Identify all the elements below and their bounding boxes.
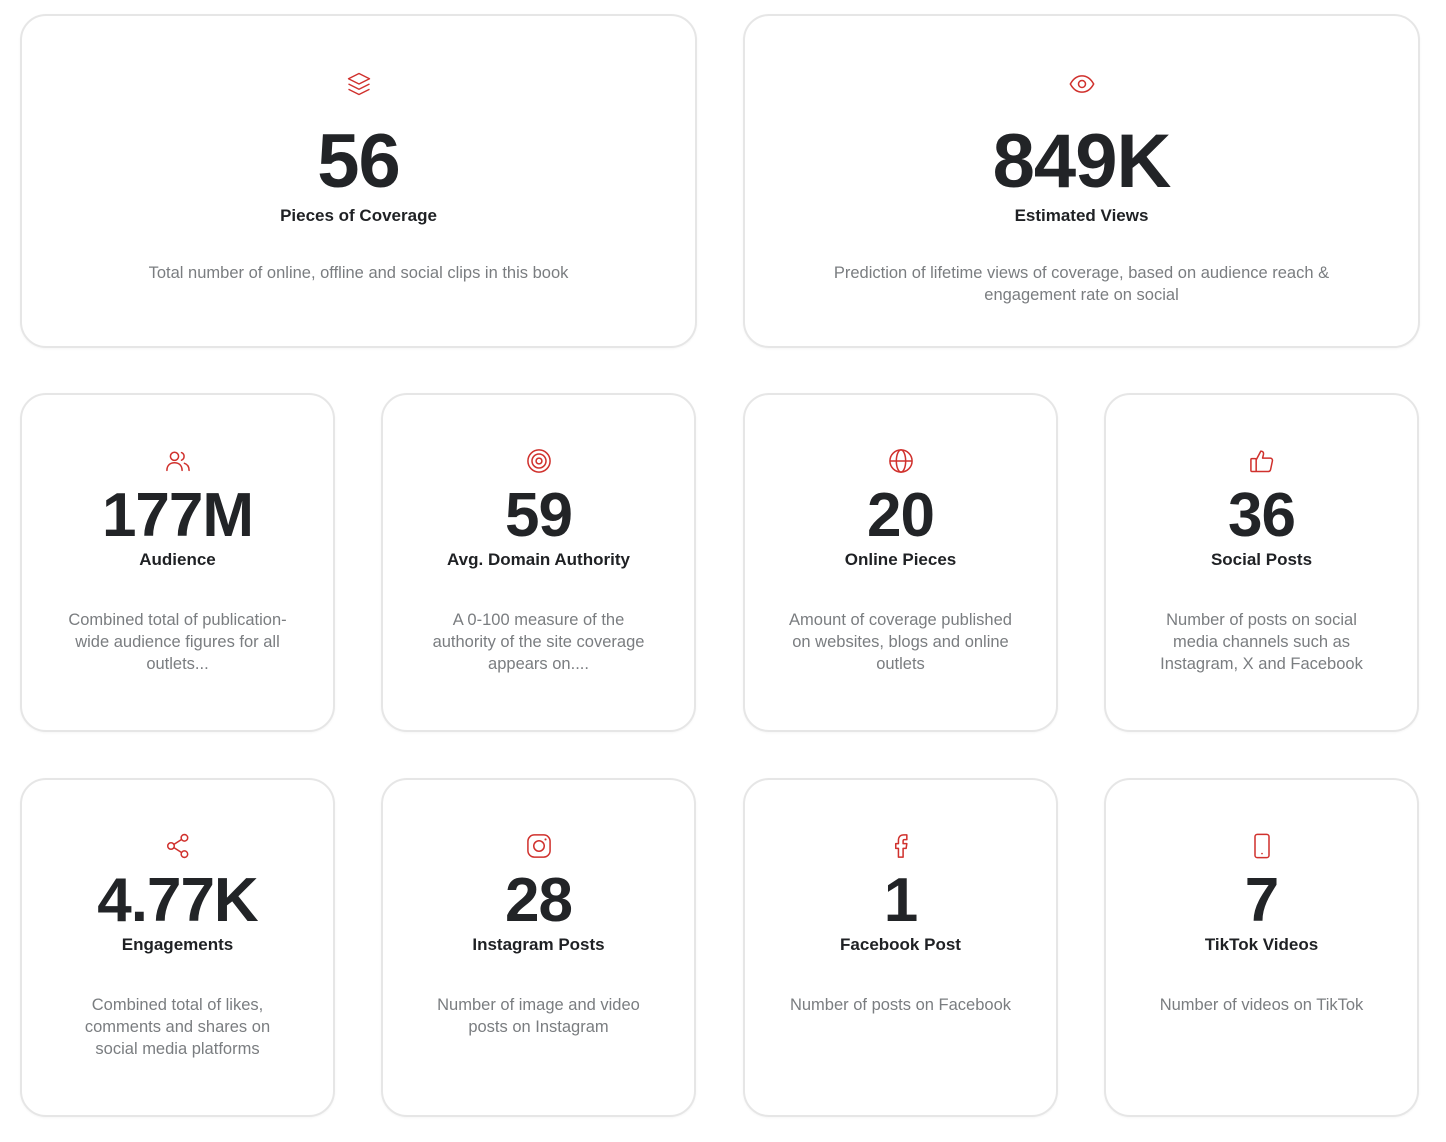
stat-value: 59: [505, 481, 573, 550]
stat-card-coverage: 56 Pieces of Coverage Total number of on…: [20, 14, 697, 348]
stat-label: TikTok Videos: [1204, 935, 1319, 954]
eye-icon: [1068, 70, 1096, 98]
stat-card-audience: 177M Audience Combined total of publicat…: [20, 393, 335, 732]
stat-label: Avg. Domain Authority: [447, 550, 630, 569]
stat-card-estimated-views: 849K Estimated Views Prediction of lifet…: [743, 14, 1420, 348]
stat-description: Combined total of publication-wide audie…: [68, 611, 287, 673]
stat-card-online-pieces: 20 Online Pieces Amount of coverage publ…: [743, 393, 1058, 732]
stat-description: Number of videos on TikTok: [1159, 996, 1364, 1014]
globe-icon: [887, 447, 915, 475]
instagram-icon: [525, 832, 553, 860]
stat-card-domain-authority: 59 Avg. Domain Authority A 0-100 measure…: [381, 393, 696, 732]
stat-value: 28: [505, 866, 573, 935]
stat-description: Amount of coverage published on websites…: [789, 611, 1012, 673]
stat-description: A 0-100 measure of the authority of the …: [432, 611, 645, 673]
stat-label: Instagram Posts: [472, 935, 605, 954]
stat-label: Facebook Post: [840, 935, 961, 954]
stat-value: 177M: [101, 481, 254, 550]
target-icon: [525, 447, 553, 475]
stat-description: Combined total of likes, comments and sh…: [84, 996, 271, 1058]
stat-value: 849K: [992, 119, 1172, 204]
stat-value: 20: [867, 481, 935, 550]
mobile-phone-icon: [1248, 832, 1276, 860]
layers-icon: [345, 70, 373, 98]
stat-description: Number of image and video posts on Insta…: [437, 996, 640, 1036]
users-icon: [164, 447, 192, 475]
stat-card-instagram-posts: 28 Instagram Posts Number of image and v…: [381, 778, 696, 1117]
stat-value: 7: [1244, 866, 1279, 935]
stat-description: Number of posts on Facebook: [789, 996, 1012, 1014]
stat-card-tiktok-videos: 7 TikTok Videos Number of videos on TikT…: [1104, 778, 1419, 1117]
stat-label: Online Pieces: [844, 550, 957, 569]
stat-value: 36: [1228, 481, 1296, 550]
stat-value: 1: [883, 866, 918, 935]
stat-label: Social Posts: [1210, 550, 1313, 569]
stat-description: Total number of online, offline and soci…: [148, 264, 569, 282]
stat-description: Number of posts on social media channels…: [1160, 611, 1363, 673]
stat-label: Engagements: [121, 935, 234, 954]
share-icon: [164, 832, 192, 860]
stat-card-social-posts: 36 Social Posts Number of posts on socia…: [1104, 393, 1419, 732]
stat-card-facebook-post: 1 Facebook Post Number of posts on Faceb…: [743, 778, 1058, 1117]
thumbs-up-icon: [1248, 447, 1276, 475]
stat-label: Pieces of Coverage: [280, 206, 437, 225]
stat-value: 4.77K: [97, 866, 258, 935]
stat-value: 56: [317, 119, 401, 204]
stat-label: Estimated Views: [1014, 206, 1149, 225]
stat-label: Audience: [139, 550, 216, 569]
stat-card-engagements: 4.77K Engagements Combined total of like…: [20, 778, 335, 1117]
facebook-icon: [887, 832, 915, 860]
stat-description: Prediction of lifetime views of coverage…: [833, 264, 1330, 304]
